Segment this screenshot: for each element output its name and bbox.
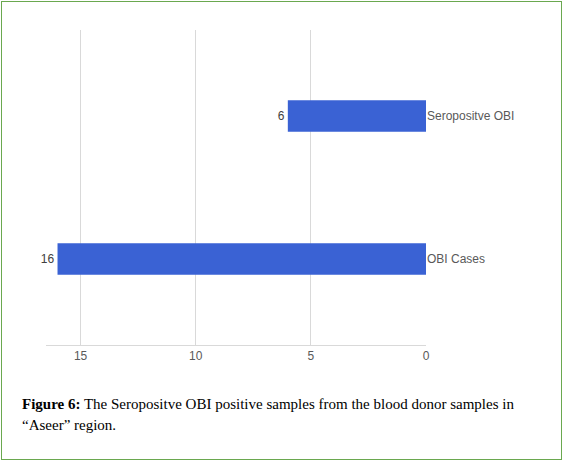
svg-text:6: 6: [278, 109, 285, 123]
svg-text:Seropositve OBI: Seropositve OBI: [427, 109, 514, 123]
svg-text:OBI Cases: OBI Cases: [427, 252, 485, 266]
svg-text:0: 0: [423, 349, 430, 363]
svg-text:10: 10: [189, 349, 203, 363]
html-text:Figure 6: The Seropositve OBI: Figure 6: The Seropositve OBI positive s…: [22, 396, 514, 433]
svg-text:5: 5: [308, 349, 315, 363]
svg-text:15: 15: [74, 349, 88, 363]
svg-text:16: 16: [41, 252, 55, 266]
